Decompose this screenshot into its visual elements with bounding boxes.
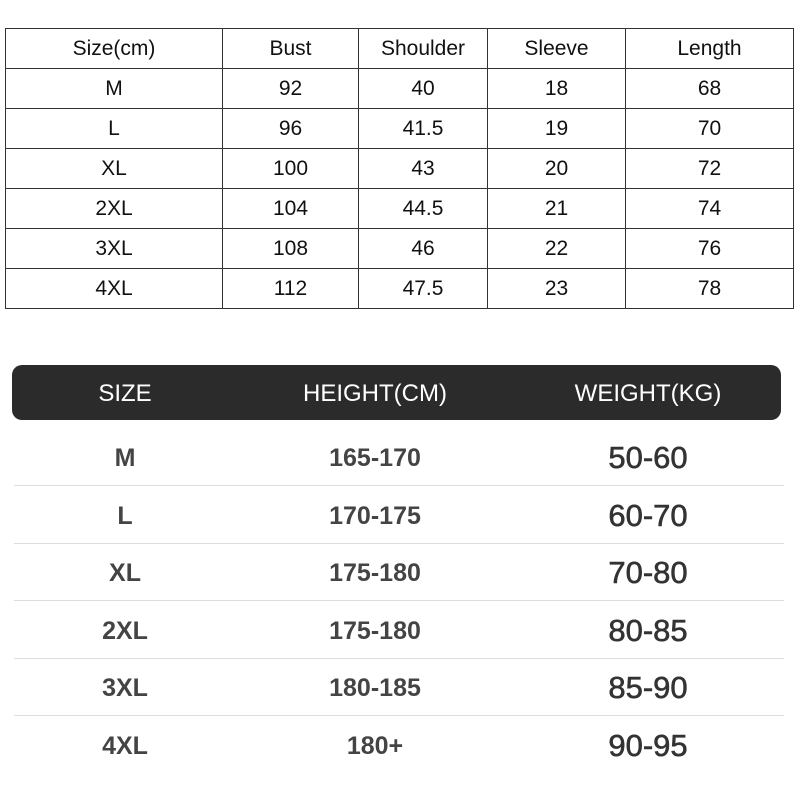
cell: 165-170 bbox=[329, 444, 421, 472]
cell: XL bbox=[109, 559, 141, 587]
row: 4XL 180+ 90-95 bbox=[14, 716, 784, 773]
cell: 108 bbox=[222, 228, 359, 269]
header-cell: Shoulder bbox=[358, 28, 488, 69]
cell: 3XL bbox=[102, 674, 148, 702]
cell: 47.5 bbox=[358, 268, 488, 309]
row: 3XL 108 46 22 76 bbox=[5, 228, 794, 269]
cell: 96 bbox=[222, 108, 359, 149]
cell: 180-185 bbox=[329, 674, 421, 702]
row: 2XL 104 44.5 21 74 bbox=[5, 188, 794, 229]
cell: 72 bbox=[625, 148, 794, 189]
cell: 21 bbox=[487, 188, 626, 229]
cell: 43 bbox=[358, 148, 488, 189]
row: 4XL 112 47.5 23 78 bbox=[5, 268, 794, 309]
cell: 19 bbox=[487, 108, 626, 149]
cell: 46 bbox=[358, 228, 488, 269]
cell: L bbox=[117, 501, 133, 530]
header-cell: Size(cm) bbox=[5, 28, 223, 69]
cell: 4XL bbox=[102, 731, 148, 760]
cell: 22 bbox=[487, 228, 626, 269]
cell: L bbox=[5, 108, 223, 149]
cell: 41.5 bbox=[358, 108, 488, 149]
cell: 80-85 bbox=[608, 612, 688, 648]
header-cell: HEIGHT(CM) bbox=[303, 380, 447, 407]
cell: 60-70 bbox=[608, 497, 688, 533]
cell: 68 bbox=[625, 68, 794, 109]
cell: 3XL bbox=[5, 228, 223, 269]
cell: 112 bbox=[222, 268, 359, 309]
row: XL 100 43 20 72 bbox=[5, 148, 794, 189]
cell: M bbox=[5, 68, 223, 109]
cell: 2XL bbox=[5, 188, 223, 229]
cell: 78 bbox=[625, 268, 794, 309]
cell: 4XL bbox=[5, 268, 223, 309]
cell: 76 bbox=[625, 228, 794, 269]
header-cell: Length bbox=[625, 28, 794, 69]
cell: 70 bbox=[625, 108, 794, 149]
row: L 96 41.5 19 70 bbox=[5, 108, 794, 149]
cell: 50-60 bbox=[608, 440, 688, 476]
header-cell: WEIGHT(KG) bbox=[574, 380, 722, 407]
header-row: Size(cm) Bust Shoulder Sleeve Length bbox=[5, 28, 794, 69]
header-cell: Bust bbox=[222, 28, 359, 69]
fit-table-header: SIZE HEIGHT(CM) WEIGHT(KG) bbox=[12, 365, 781, 420]
row: M 92 40 18 68 bbox=[5, 68, 794, 109]
header-cell: Sleeve bbox=[487, 28, 626, 69]
cell: 104 bbox=[222, 188, 359, 229]
measurements-table: Size(cm) Bust Shoulder Sleeve Length M 92 40 18 6… bbox=[5, 28, 794, 309]
cell: 20 bbox=[487, 148, 626, 189]
cell: 175-180 bbox=[329, 559, 421, 587]
cell: 2XL bbox=[102, 616, 148, 645]
cell: XL bbox=[5, 148, 223, 189]
cell: 40 bbox=[358, 68, 488, 109]
cell: 90-95 bbox=[608, 727, 688, 763]
row: 2XL 175-180 80-85 bbox=[14, 601, 784, 659]
cell: 92 bbox=[222, 68, 359, 109]
cell: 74 bbox=[625, 188, 794, 229]
row: M 165-170 50-60 bbox=[14, 428, 784, 486]
cell: 23 bbox=[487, 268, 626, 309]
cell: 170-175 bbox=[329, 501, 421, 530]
cell: 180+ bbox=[346, 731, 404, 760]
cell: 18 bbox=[487, 68, 626, 109]
row: L 170-175 60-70 bbox=[14, 486, 784, 544]
cell: 85-90 bbox=[608, 670, 688, 706]
cell: 175-180 bbox=[329, 616, 421, 645]
row: 3XL 180-185 85-90 bbox=[14, 658, 784, 716]
cell: M bbox=[114, 444, 136, 472]
cell: 44.5 bbox=[358, 188, 488, 229]
header-cell: SIZE bbox=[98, 380, 152, 407]
cell: 100 bbox=[222, 148, 359, 189]
cell: 70-80 bbox=[608, 555, 688, 591]
row: XL 175-180 70-80 bbox=[14, 543, 784, 601]
